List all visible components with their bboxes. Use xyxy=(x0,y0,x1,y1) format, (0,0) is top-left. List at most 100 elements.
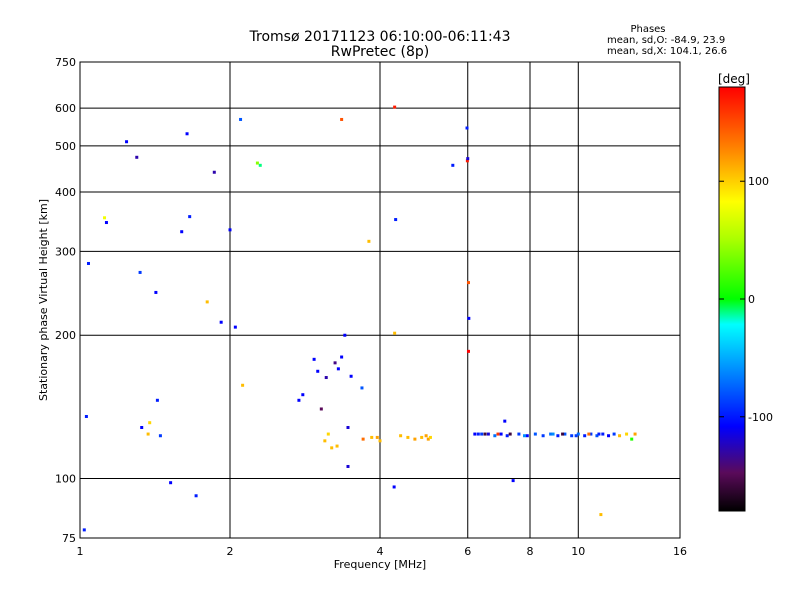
data-points xyxy=(82,105,637,532)
data-point xyxy=(148,421,152,425)
data-point xyxy=(82,528,86,532)
data-point xyxy=(155,398,159,402)
data-point xyxy=(473,432,477,436)
data-point xyxy=(503,419,507,423)
data-point xyxy=(618,434,622,438)
data-point xyxy=(576,432,580,436)
data-point xyxy=(316,369,320,373)
data-point xyxy=(525,434,529,438)
y-tick-label: 200 xyxy=(55,329,76,342)
chart-title: Tromsø 20171123 06:10:00-06:11:43 xyxy=(249,29,511,45)
data-point xyxy=(188,215,192,219)
data-point xyxy=(205,300,209,304)
data-point xyxy=(480,432,484,436)
data-point xyxy=(517,432,521,436)
data-point xyxy=(392,485,396,489)
data-point xyxy=(563,432,567,436)
data-point xyxy=(493,434,497,438)
data-point xyxy=(587,432,591,436)
data-point xyxy=(465,126,469,130)
data-point xyxy=(394,218,398,222)
data-point xyxy=(135,155,139,159)
y-axis-ticks: 75 100 200 300 400 500 600 750 xyxy=(55,56,76,545)
x-tick-label: 8 xyxy=(527,545,534,558)
y-tick-label: 750 xyxy=(55,56,76,69)
y-tick-label: 75 xyxy=(62,532,76,545)
data-point xyxy=(406,435,410,439)
data-point xyxy=(496,432,500,436)
data-point xyxy=(360,386,364,390)
data-point xyxy=(185,132,189,136)
data-point xyxy=(301,393,305,397)
data-point xyxy=(601,432,605,436)
chart-subtitle: RwPretec (8p) xyxy=(331,44,429,60)
data-point xyxy=(499,432,503,436)
data-point xyxy=(428,435,432,439)
data-point xyxy=(466,281,470,285)
x-axis-label: Frequency [MHz] xyxy=(334,558,426,571)
data-point xyxy=(574,434,578,438)
data-point xyxy=(346,425,350,429)
x-tick-label: 2 xyxy=(227,545,234,558)
data-point xyxy=(420,435,424,439)
data-point xyxy=(343,333,347,337)
data-point xyxy=(169,481,173,485)
y-tick-label: 300 xyxy=(55,245,76,258)
data-point xyxy=(324,376,328,380)
data-point xyxy=(570,434,574,438)
data-point xyxy=(589,432,593,436)
data-point xyxy=(583,434,587,438)
stats-o-line: mean, sd,O: -84.9, 23.9 xyxy=(607,35,725,46)
data-point xyxy=(212,170,216,174)
data-point xyxy=(607,434,611,438)
x-tick-label: 4 xyxy=(377,545,384,558)
data-point xyxy=(138,270,142,274)
data-point xyxy=(180,230,184,234)
data-point xyxy=(451,163,455,167)
x-tick-label: 10 xyxy=(571,545,585,558)
data-point xyxy=(241,383,245,387)
data-point xyxy=(158,434,162,438)
data-point xyxy=(508,432,512,436)
data-point xyxy=(378,439,382,443)
data-point xyxy=(465,159,469,163)
colorbar-tick-label: 0 xyxy=(748,293,755,306)
data-point xyxy=(84,414,88,418)
data-point xyxy=(258,163,262,167)
data-point xyxy=(549,432,553,436)
data-point xyxy=(511,479,515,483)
data-point xyxy=(466,157,470,161)
data-point xyxy=(326,432,330,436)
x-tick-label: 1 xyxy=(77,545,84,558)
data-point xyxy=(228,228,232,232)
y-axis-label: Stationary phase Virtual Height [km] xyxy=(37,199,50,401)
x-axis-ticks: 1 2 4 6 8 10 16 xyxy=(77,545,688,558)
data-point xyxy=(399,434,403,438)
data-point xyxy=(297,398,301,402)
data-point xyxy=(424,434,428,438)
data-point xyxy=(340,117,344,121)
x-tick-label: 16 xyxy=(673,545,687,558)
data-point xyxy=(312,357,316,361)
stats-x-line: mean, sd,X: 104.1, 26.6 xyxy=(607,46,727,57)
data-point xyxy=(346,464,350,468)
data-point xyxy=(541,434,545,438)
data-point xyxy=(194,494,198,498)
colorbar-label: [deg] xyxy=(718,72,750,86)
data-point xyxy=(505,434,509,438)
data-point xyxy=(523,434,527,438)
data-point xyxy=(561,432,565,436)
data-point xyxy=(467,316,471,320)
data-point xyxy=(140,425,144,429)
stats-heading: Phases xyxy=(630,24,665,35)
data-point xyxy=(349,374,353,378)
data-point xyxy=(255,161,259,165)
data-point xyxy=(361,437,365,441)
data-point xyxy=(625,432,629,436)
data-point xyxy=(367,239,371,243)
x-tick-label: 6 xyxy=(464,545,471,558)
data-point xyxy=(466,349,470,353)
data-point xyxy=(219,320,223,324)
data-point xyxy=(597,432,601,436)
data-point xyxy=(323,439,327,443)
